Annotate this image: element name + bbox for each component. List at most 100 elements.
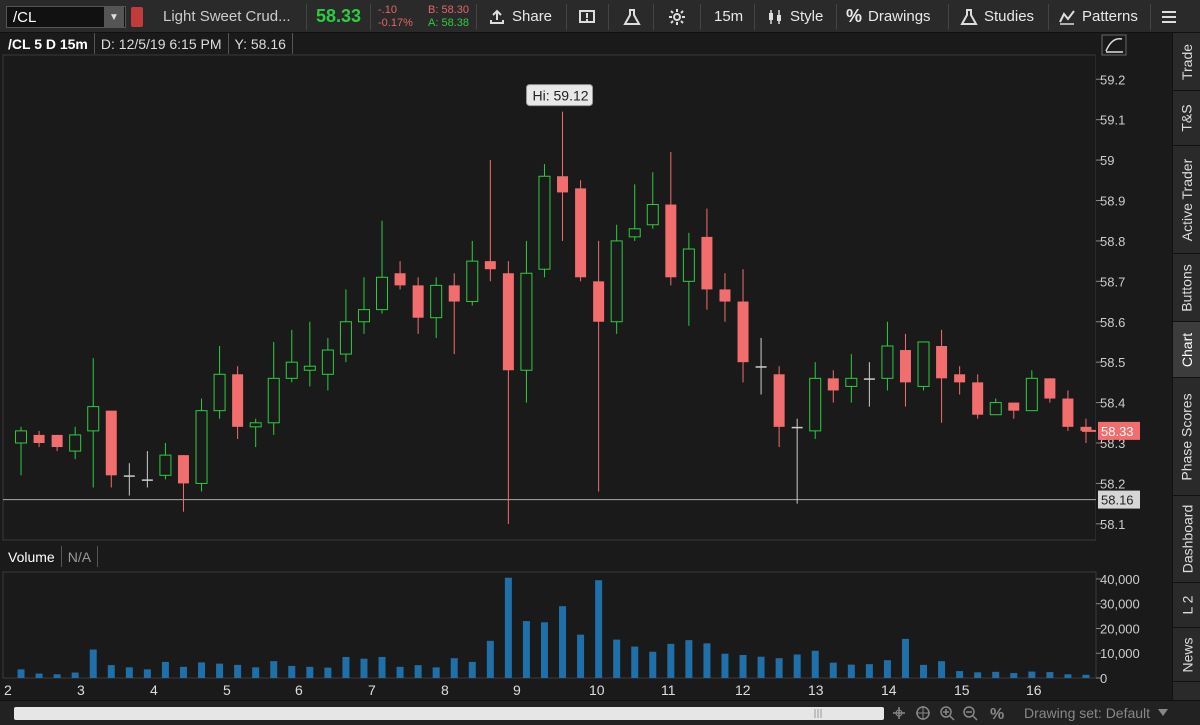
volume-bar[interactable] [17,669,25,678]
candle-body[interactable] [538,175,551,270]
candle-body[interactable] [972,382,984,415]
tab-chart[interactable]: Chart [1173,322,1200,378]
volume-bar[interactable] [721,653,729,678]
volume-bar[interactable] [53,674,61,678]
volume-bar[interactable] [270,661,278,678]
volume-bar[interactable] [793,654,801,678]
candle-body[interactable] [719,289,731,302]
volume-bar[interactable] [143,669,151,678]
candle-body[interactable] [213,373,226,412]
candle-body[interactable] [141,479,153,481]
candle-body[interactable] [195,410,208,484]
volume-bar[interactable] [757,656,765,678]
volume-bar[interactable] [865,664,873,678]
candle-body[interactable] [484,261,496,270]
candle-body[interactable] [682,248,695,282]
candle-body[interactable] [394,273,406,286]
scroll-grip-icon[interactable] [814,708,822,719]
candle-body[interactable] [557,176,569,193]
alert-button[interactable] [578,0,596,33]
candle-body[interactable] [303,365,316,371]
candle-body[interactable] [1008,402,1020,411]
volume-bar[interactable] [559,606,567,678]
patterns-menu-button[interactable]: Patterns [1058,0,1138,33]
volume-bar[interactable] [938,661,946,678]
percent-scale-icon[interactable]: % [990,706,1004,722]
volume-bar[interactable] [956,671,964,678]
candle-body[interactable] [159,454,172,476]
settings-button[interactable] [668,0,686,33]
volume-bar[interactable] [1010,673,1018,678]
zoom-out-icon[interactable] [963,706,978,721]
candle-body[interactable] [1025,377,1038,412]
candle-body[interactable] [989,402,1002,416]
symbol-input[interactable]: /CL [6,6,126,28]
volume-bar[interactable] [667,643,675,678]
candle-body[interactable] [412,285,424,318]
style-menu-button[interactable]: Style [766,0,823,33]
candle-body[interactable] [232,374,244,427]
flask-button[interactable] [623,0,641,33]
candle-body[interactable] [1062,398,1074,427]
volume-bar[interactable] [522,621,530,678]
zoom-in-icon[interactable] [940,706,955,721]
tab-buttons[interactable]: Buttons [1173,254,1200,322]
candle-body[interactable] [123,475,135,477]
volume-bar[interactable] [974,672,982,678]
volume-bar[interactable] [920,664,928,678]
volume-bar[interactable] [396,666,404,678]
pan-icon[interactable] [893,707,905,719]
volume-bar[interactable] [71,672,79,678]
volume-bar[interactable] [883,660,891,678]
candle-body[interactable] [87,406,100,432]
volume-bar[interactable] [1046,672,1054,678]
chart-area[interactable]: 59.259.15958.958.858.758.658.558.458.358… [0,33,1172,700]
volume-bar[interactable] [234,664,242,678]
volume-bar[interactable] [378,656,386,678]
volume-bar[interactable] [89,649,97,678]
volume-bar[interactable] [649,651,657,678]
volume-bar[interactable] [1082,674,1090,678]
volume-panel[interactable]: 40,000 30,000 20,000 10,000 0 2 3 4 5 6 7 8 9 10 11 12 1… [2,571,1140,698]
volume-bar[interactable] [288,665,296,678]
volume-bar[interactable] [595,580,603,678]
volume-bar[interactable] [360,658,368,678]
candle-body[interactable] [701,236,713,290]
volume-bar[interactable] [216,663,224,678]
more-menu-button[interactable] [1160,0,1178,33]
candle-body[interactable] [267,377,280,424]
candle-body[interactable] [610,240,623,323]
crosshair-icon[interactable] [916,706,930,720]
candle-body[interactable] [755,366,767,368]
candle-body[interactable] [105,410,117,476]
volume-bar[interactable] [450,658,458,678]
candle-body[interactable] [936,346,948,379]
volume-bar[interactable] [486,640,494,678]
horizontal-scrollbar[interactable] [14,707,884,720]
volume-bar[interactable] [901,638,909,678]
volume-bar[interactable] [252,667,260,678]
candle-body[interactable] [809,377,822,432]
candle-body[interactable] [899,350,911,383]
tab-active-trader[interactable]: Active Trader [1173,146,1200,254]
share-button[interactable]: Share [488,0,552,33]
candle-body[interactable] [33,434,45,443]
volume-bar[interactable] [324,667,332,678]
volume-bar[interactable] [468,661,476,678]
candle-body[interactable] [321,349,334,375]
volume-bar[interactable] [198,662,206,678]
candle-body[interactable] [863,378,875,380]
volume-bar[interactable] [1064,674,1072,678]
candle-body[interactable] [69,434,82,452]
tab-dashboard[interactable]: Dashboard [1173,496,1200,583]
candle-body[interactable] [845,377,858,387]
symbol-dropdown-icon[interactable]: ▼ [104,7,124,27]
candle-body[interactable] [593,281,605,322]
volume-bar[interactable] [342,656,350,678]
candle-body[interactable] [376,276,389,311]
volume-bar[interactable] [811,650,819,678]
drawings-menu-button[interactable]: % Drawings [846,0,931,33]
tab-phase-scores[interactable]: Phase Scores [1173,378,1200,496]
tab-news[interactable]: News [1173,628,1200,682]
volume-bar[interactable] [125,667,133,678]
